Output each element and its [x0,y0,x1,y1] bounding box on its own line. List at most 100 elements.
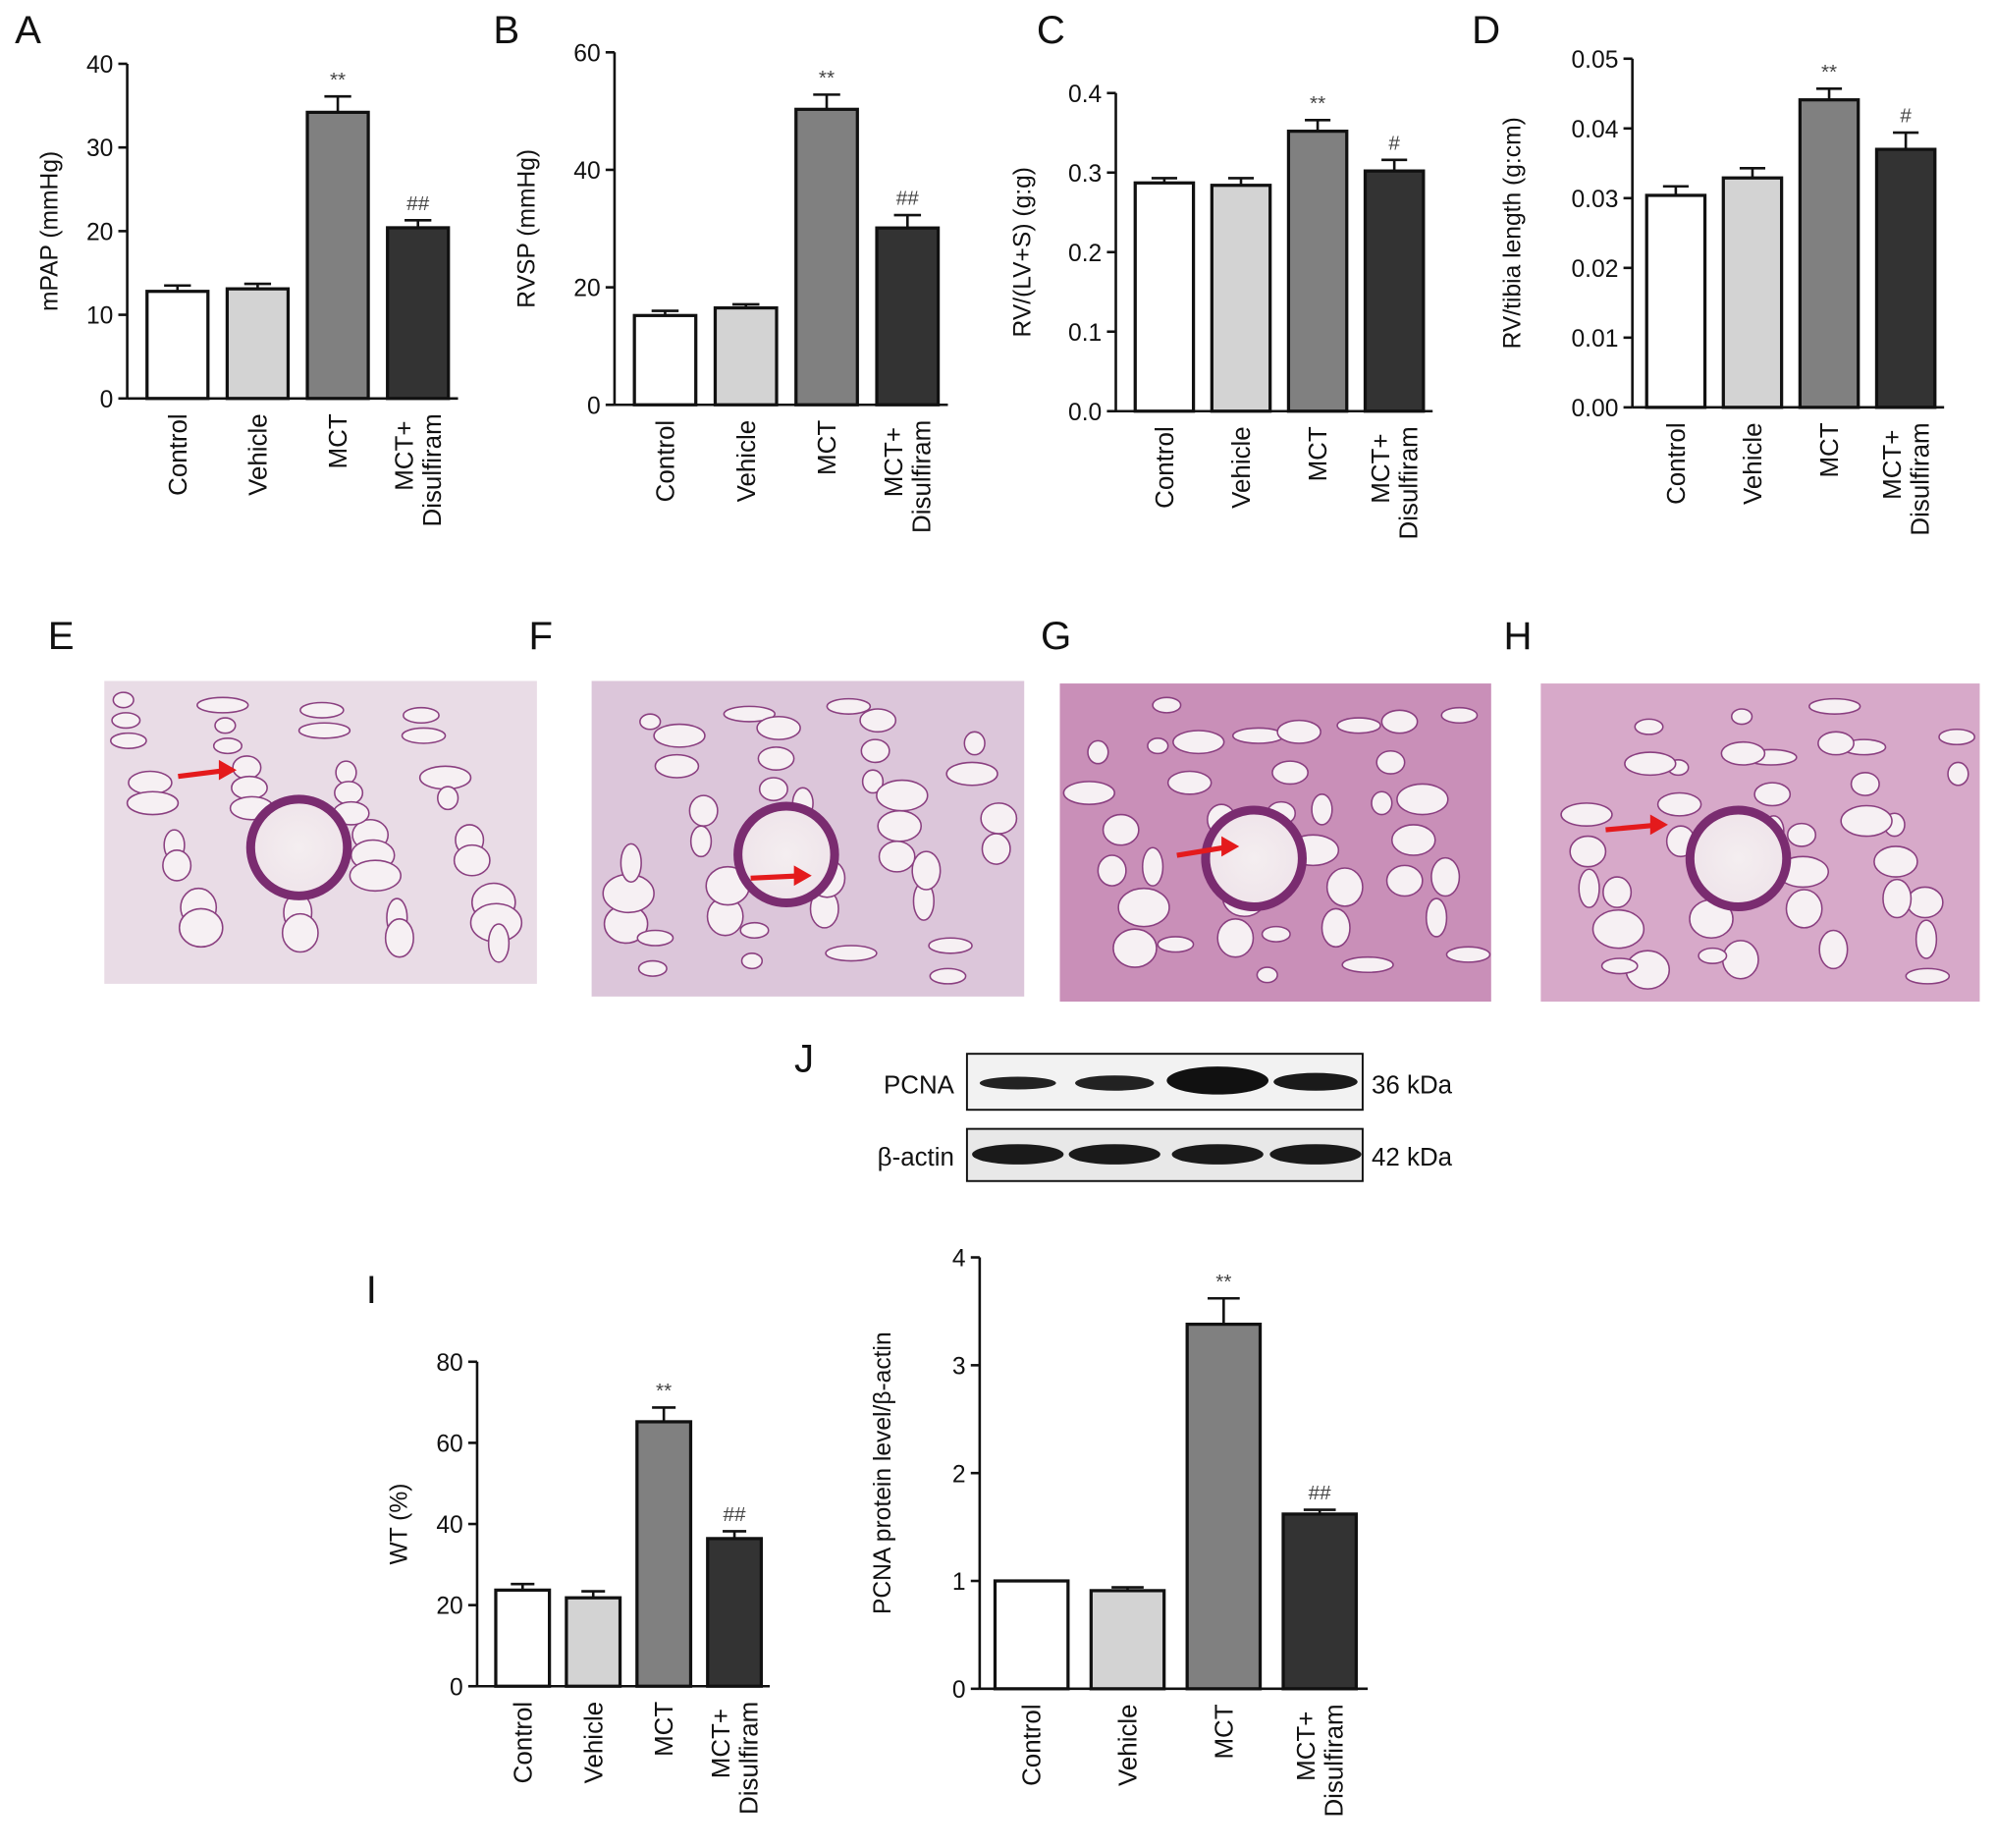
alveolus [349,859,402,893]
error-bar [651,309,679,316]
alveolus [1341,955,1394,974]
bar [1798,98,1860,409]
x-tick-label: MCT+ Disulfiram [1879,422,1935,535]
x-tick-label: Control [1152,426,1179,509]
y-tick-label: 3 [952,1353,966,1380]
y-tick-label: 0.01 [1572,326,1619,353]
bar [1210,184,1272,413]
alveolus [1087,739,1109,765]
panel-letter: E [48,614,75,658]
alveolus [178,907,224,949]
alveolus [196,696,249,714]
alveolus [1216,918,1255,958]
alveolus [860,738,890,764]
bar [794,107,859,407]
y-tick-label: 0.2 [1068,241,1102,267]
alveolus [162,849,192,882]
y-axis-label: RV/(LV+S) (g:g) [1010,167,1037,337]
alveolus [111,712,141,730]
alveolus [1261,925,1291,943]
panel-letter: H [1504,614,1533,658]
arrow-head [1221,836,1240,857]
alveolus [758,777,788,802]
bar [305,110,370,401]
western-blot: J PCNA β-actin 36 kDa 42 kDa [794,1036,1453,1182]
alveolus [653,723,706,748]
alveolus [1276,719,1321,744]
alveolus [1321,907,1351,949]
alveolus [1720,740,1766,766]
bar [494,1588,552,1688]
y-tick-label: 60 [436,1431,462,1457]
error-bar [404,218,432,228]
bar [145,290,210,401]
blot-band [979,1076,1056,1090]
error-bar [813,93,840,110]
histology-images [104,680,1980,1003]
alveolus [757,746,795,771]
alveolus [334,781,364,805]
alveolus [128,770,173,795]
x-tick-label: MCT [325,413,352,468]
blot-band [1269,1144,1362,1165]
alveolus [109,732,147,749]
alveolus [418,765,472,790]
bar [713,305,779,407]
alveolus [1753,782,1792,807]
error-bar [1739,166,1766,179]
error-bar [723,1530,747,1539]
alveolus [654,753,700,779]
alveolus [1591,908,1645,950]
alveolus [1656,791,1702,817]
y-tick-label: 0.05 [1572,47,1619,74]
x-tick-label: Vehicle [733,420,761,503]
alveolus [639,713,662,731]
alveolus [1396,783,1449,816]
alveolus [1873,845,1918,878]
blot-band [1171,1144,1264,1165]
blot-size: 36 kDa [1372,1071,1453,1099]
y-tick-label: 40 [436,1512,462,1539]
alveolus [688,794,719,827]
bar [1286,130,1349,413]
x-tick-label: Control [1019,1704,1047,1786]
y-axis-label: RVSP (mmHg) [513,149,540,308]
alveolus [1560,802,1613,827]
error-bar [324,94,351,113]
alveolus [1062,781,1116,805]
y-tick-label: 0.04 [1572,117,1619,143]
error-bar [581,1590,606,1599]
alveolus [963,731,986,756]
y-tick-label: 1 [952,1569,966,1596]
alveolus [637,959,668,977]
alveolus [723,705,776,723]
alveolus [1721,940,1759,980]
alveolus [1445,946,1491,963]
x-tick-label: MCT+ Disulfiram [392,413,448,526]
bar [1363,169,1426,413]
alveolus [1947,761,1969,787]
significance-label: ## [724,1503,747,1526]
x-tick-label: MCT+ Disulfiram [881,420,937,533]
alveolus [1147,737,1169,755]
alveolus [232,755,262,781]
alveolus [401,727,447,744]
alveolus [1840,804,1893,838]
x-tick-label: MCT [814,420,841,475]
y-tick-label: 2 [952,1461,966,1488]
alveolus [297,722,351,739]
alveolus [1375,749,1406,775]
alveolus [1786,822,1817,847]
alveolus [1157,936,1195,953]
alveolus [929,967,967,985]
alveolus [1785,889,1823,929]
alveolus [231,775,268,800]
error-bar [1111,1586,1144,1591]
alveolus [878,840,916,873]
alveolus [1905,967,1951,985]
alveolus [1102,813,1140,846]
alveolus [1440,706,1479,725]
alveolus [636,929,674,947]
alveolus [1336,717,1381,734]
y-tick-label: 0.1 [1068,320,1102,347]
